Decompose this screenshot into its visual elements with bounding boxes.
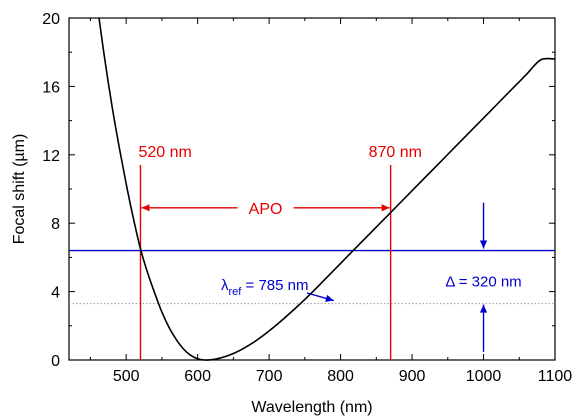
focal-shift-curve	[98, 17, 556, 361]
y-tick-label: 16	[42, 79, 60, 96]
x-tick-label: 1100	[538, 368, 573, 385]
y-axis-title: Focal shift (µm)	[11, 134, 28, 245]
delta-bottom-arrow-head	[479, 304, 488, 313]
curve-group	[98, 17, 556, 361]
apo-left-arrow-head	[141, 204, 150, 212]
y-tick-label: 4	[51, 285, 60, 302]
apo-label: APO	[249, 201, 283, 218]
y-tick-label: 20	[42, 11, 60, 28]
annotation-group: 520 nm 870 nm APO Δ = 320 nm λref = 785 nm	[138, 144, 522, 352]
reference-lines	[69, 165, 555, 360]
delta-top-arrow-head	[479, 240, 488, 249]
x-tick-label: 700	[256, 368, 283, 385]
lambda-ref-arrow-head	[325, 294, 334, 302]
x-tick-label: 600	[184, 368, 211, 385]
y-ticks: 0 4 8 12 16 20	[42, 11, 555, 370]
x-tick-label: 500	[113, 368, 140, 385]
y-tick-label: 0	[51, 353, 60, 370]
apo-start-label: 520 nm	[138, 144, 191, 161]
apo-right-arrow-head	[381, 204, 390, 212]
y-tick-label: 8	[51, 216, 60, 233]
delta-label: Δ = 320 nm	[445, 273, 521, 290]
x-tick-label: 800	[327, 368, 354, 385]
x-ticks: 500 600 700 800 900 1000 1100	[89, 18, 573, 385]
y-tick-label: 12	[42, 148, 60, 165]
lambda-ref-label: λref = 785 nm	[221, 277, 308, 298]
apo-end-label: 870 nm	[369, 144, 422, 161]
x-tick-label: 1000	[466, 368, 502, 385]
x-axis-title: Wavelength (nm)	[251, 399, 372, 416]
x-tick-label: 900	[399, 368, 426, 385]
